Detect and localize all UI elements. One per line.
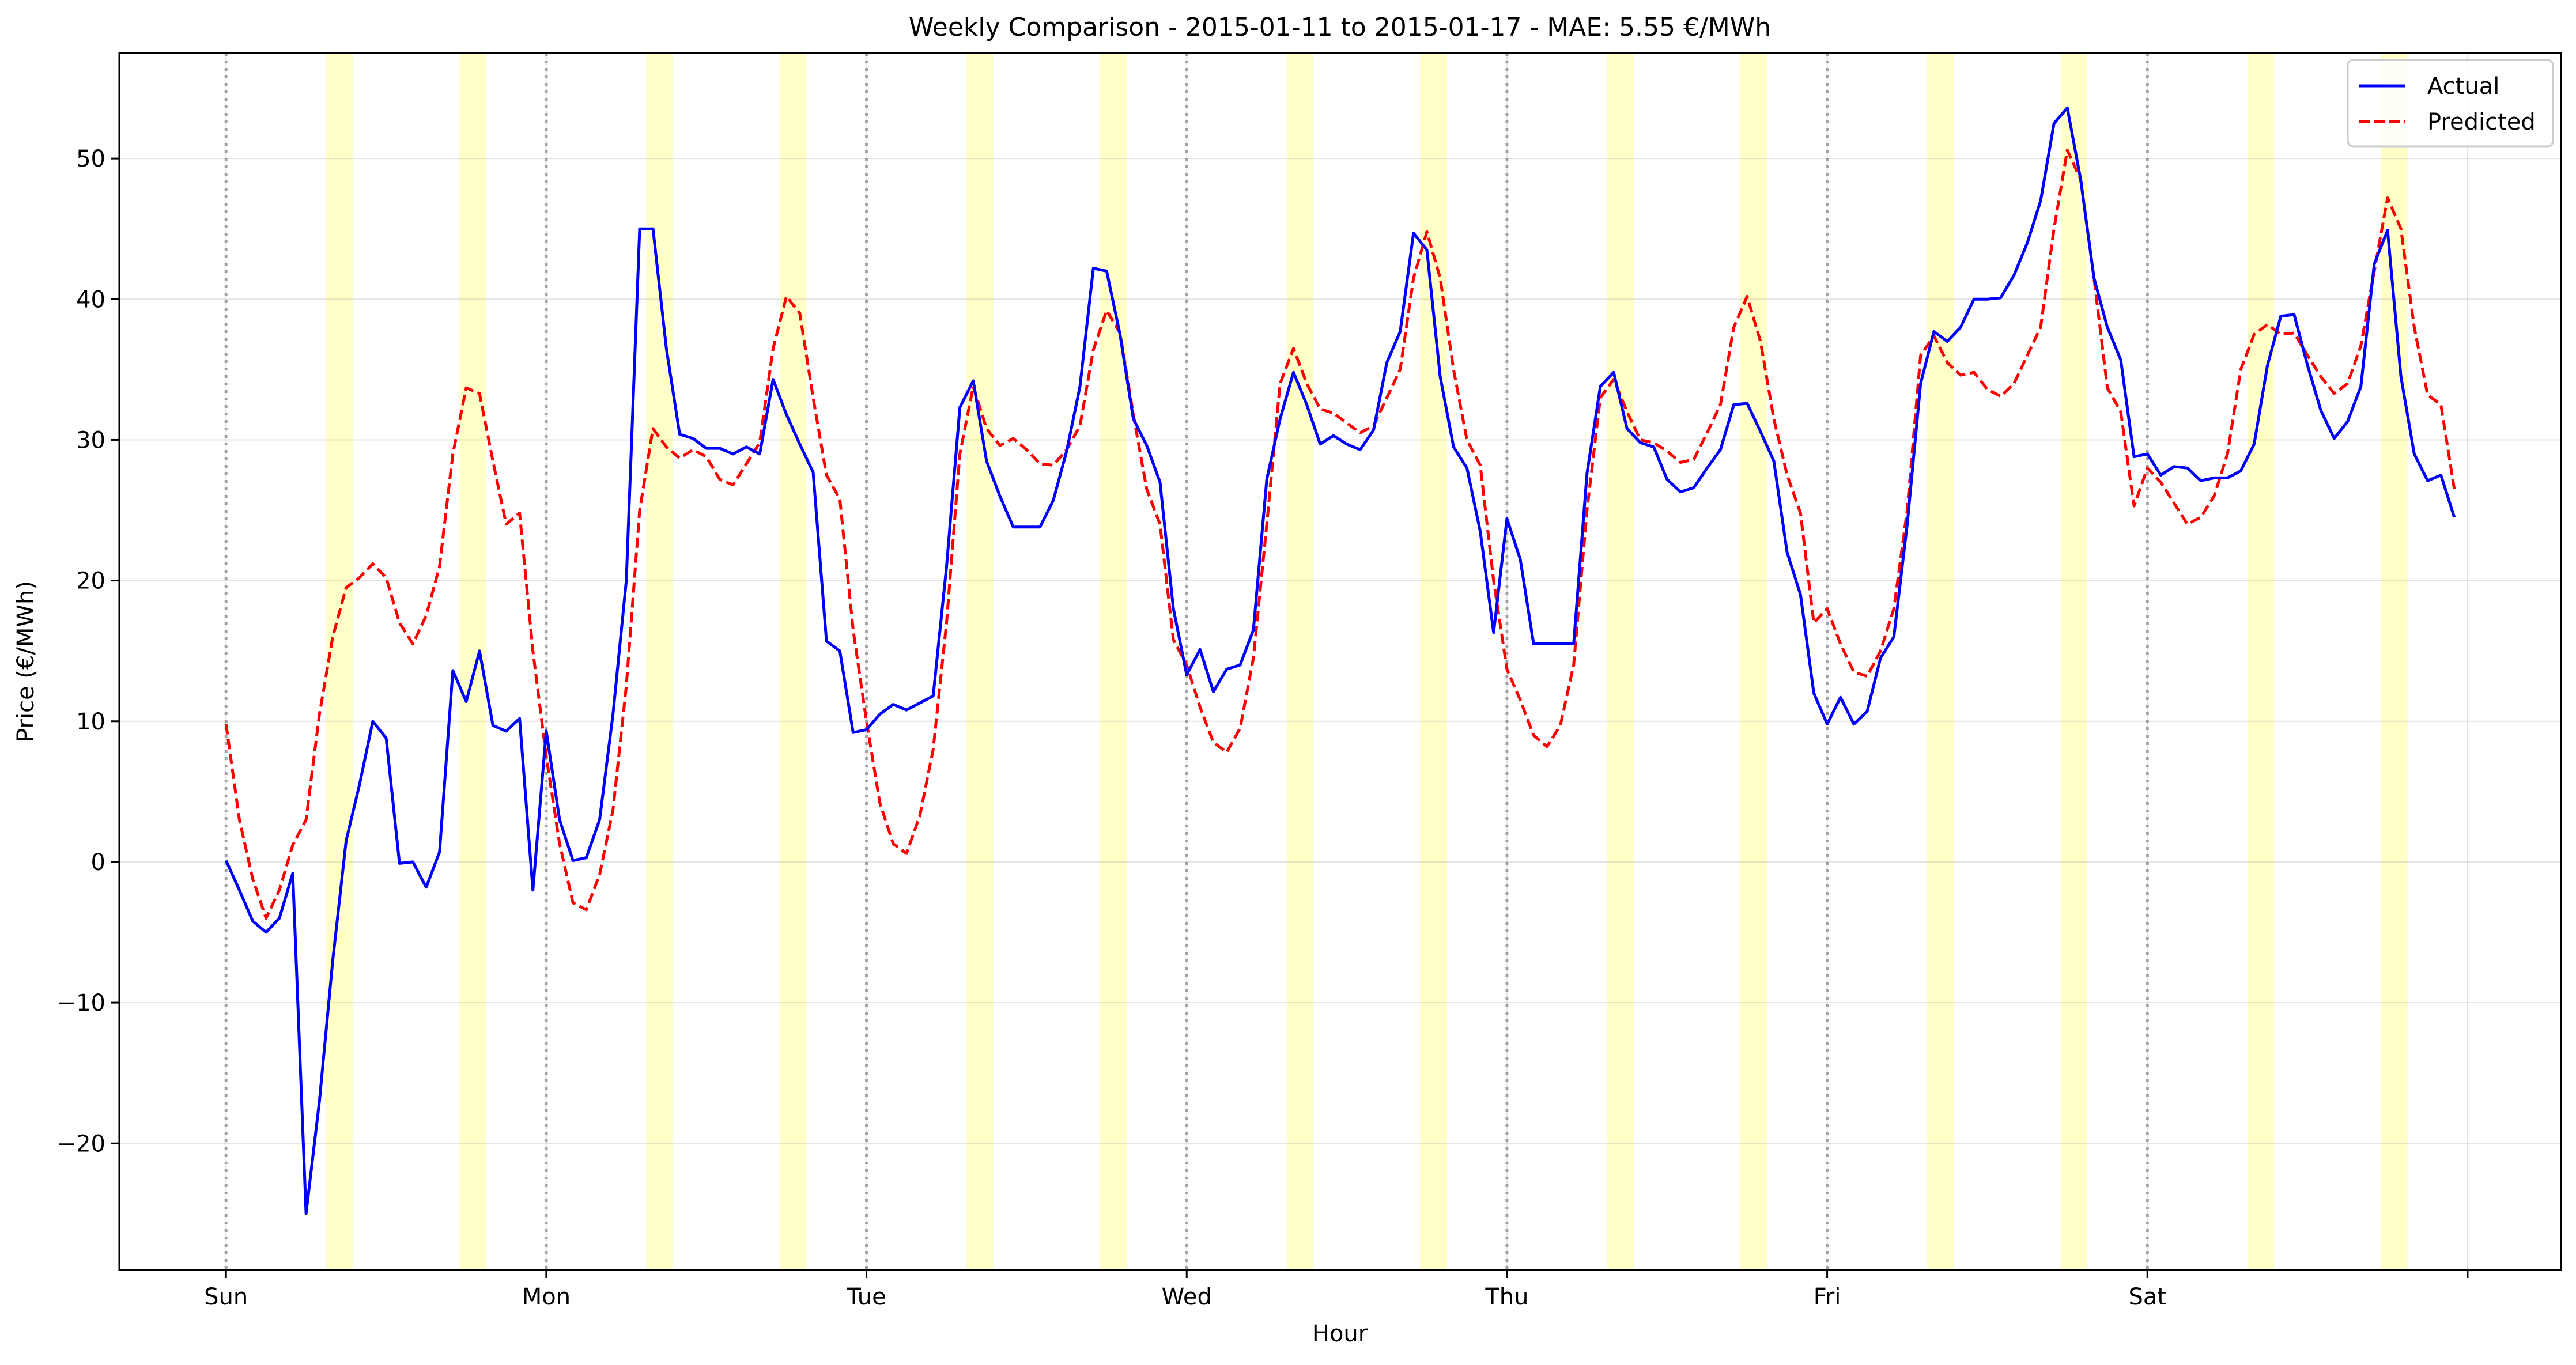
peak-band-5	[1100, 53, 1127, 1270]
x-tick-label-thu: Thu	[1485, 1284, 1528, 1310]
y-axis-ticks: −20 −10 0 10 20 30 40 50	[57, 146, 119, 1157]
peak-band-11	[2060, 53, 2088, 1270]
x-axis-ticks: Sun Mon Tue Wed Thu Fri Sat	[204, 1270, 2469, 1310]
x-axis-label: Hour	[1312, 1321, 1368, 1347]
legend-box	[2347, 59, 2554, 148]
series-line-actual	[224, 106, 2456, 1215]
x-tick-label-fri: Fri	[1814, 1284, 1841, 1310]
x-tick-label-sat: Sat	[2128, 1284, 2166, 1310]
plot-frame	[118, 52, 2562, 1271]
y-tick-label-0: 0	[91, 849, 105, 876]
legend: Actual Predicted	[2347, 59, 2554, 148]
legend-actual-label: Actual	[2427, 73, 2499, 100]
x-tick-label-mon: Mon	[522, 1284, 571, 1310]
chart-title: Weekly Comparison - 2015-01-11 to 2015-0…	[909, 13, 1771, 42]
y-axis-label: Price (€/MWh)	[13, 581, 39, 742]
peak-hour-bands	[326, 53, 2408, 1270]
peak-band-6	[1286, 53, 1314, 1270]
peak-band-8	[1607, 53, 1634, 1270]
y-tick-label--20: −20	[57, 1130, 105, 1157]
day-boundary-lines	[224, 53, 2149, 1270]
series-lines	[224, 106, 2456, 1215]
x-tick-label-tue: Tue	[846, 1284, 886, 1310]
peak-band-9	[1740, 53, 1767, 1270]
y-tick-label-20: 20	[76, 568, 105, 595]
y-tick-label-10: 10	[76, 709, 105, 735]
legend-predicted-label: Predicted	[2427, 109, 2536, 135]
y-tick-label-50: 50	[76, 146, 105, 172]
peak-band-0	[326, 53, 353, 1270]
y-tick-label--10: −10	[57, 990, 105, 1016]
peak-band-10	[1927, 53, 1954, 1270]
peak-band-7	[1420, 53, 1447, 1270]
peak-band-4	[966, 53, 994, 1270]
x-tick-label-wed: Wed	[1162, 1284, 1212, 1310]
x-tick-label-sun: Sun	[204, 1284, 248, 1310]
y-tick-label-30: 30	[76, 427, 105, 453]
peak-band-12	[2247, 53, 2275, 1270]
peak-band-3	[780, 53, 807, 1270]
peak-band-2	[646, 53, 673, 1270]
y-tick-label-40: 40	[76, 286, 105, 313]
